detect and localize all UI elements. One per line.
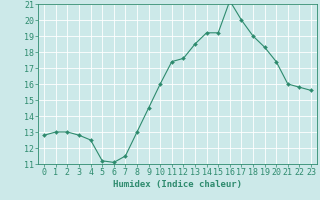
X-axis label: Humidex (Indice chaleur): Humidex (Indice chaleur) xyxy=(113,180,242,189)
